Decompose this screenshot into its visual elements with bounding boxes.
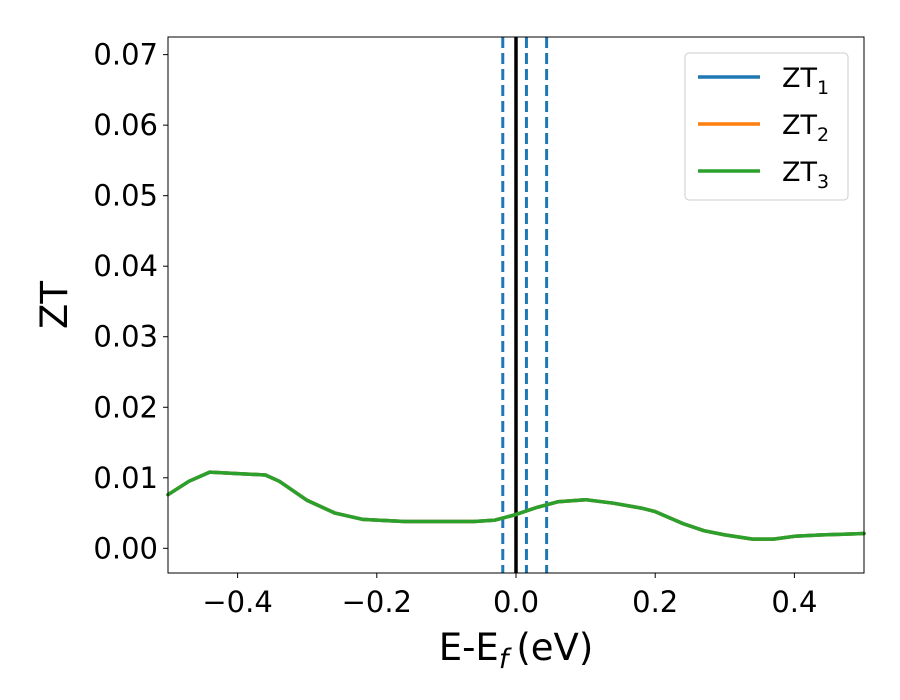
- y-tick-label: 0.03: [93, 320, 158, 354]
- y-tick-label: 0.04: [93, 249, 158, 283]
- legend-label-zt3: ZT3: [782, 157, 829, 193]
- y-tick-label: 0.07: [93, 38, 158, 72]
- x-tick-label: 0.2: [632, 585, 678, 619]
- y-tick-label: 0.05: [93, 179, 158, 213]
- y-tick-label: 0.06: [93, 108, 158, 142]
- y-tick-label: 0.02: [93, 390, 158, 424]
- x-axis-label-unit: (eV): [516, 626, 593, 669]
- x-axis-label: E-Ef (eV): [439, 626, 594, 675]
- x-tick-label: 0.4: [771, 585, 817, 619]
- y-tick-label: 0.00: [93, 531, 158, 565]
- y-axis-label: ZT: [33, 281, 76, 329]
- legend-label-zt1: ZT1: [782, 63, 829, 99]
- x-axis-label-subscript: f: [499, 644, 512, 675]
- vertical-lines: [501, 37, 549, 573]
- y-tick-label: 0.01: [93, 461, 158, 495]
- x-tick-label: 0.0: [493, 585, 539, 619]
- legend: ZT1 ZT2 ZT3: [684, 52, 849, 201]
- legend-box: [684, 52, 849, 201]
- x-axis-ticks: −0.4 −0.2 0.0 0.2 0.4: [202, 573, 817, 619]
- y-axis-ticks: 0.00 0.01 0.02 0.03 0.04 0.05 0.06 0.07: [93, 38, 168, 565]
- series-lines: [166, 470, 866, 541]
- x-tick-label: −0.2: [342, 585, 412, 619]
- legend-label-zt2: ZT2: [782, 110, 829, 146]
- series-line-zt3: [166, 470, 866, 541]
- x-tick-label: −0.4: [202, 585, 272, 619]
